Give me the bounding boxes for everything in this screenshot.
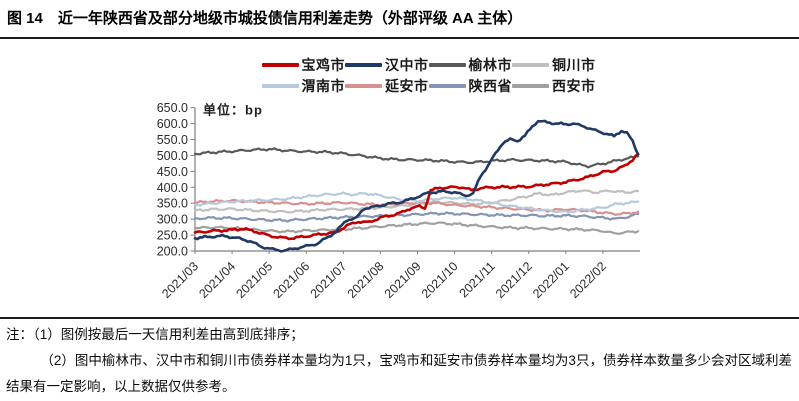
figure-title-text: 近一年陕西省及部分地级市城投债信用利差走势（外部评级 AA 主体） bbox=[57, 10, 523, 27]
y-tick-label: 450.0 bbox=[157, 165, 188, 179]
y-tick-label: 350.0 bbox=[157, 197, 188, 211]
chart-notes: 注：（1）图例按最后一天信用利差由高到底排序； （2）图中榆林市、汉中市和铜川市… bbox=[6, 322, 794, 400]
legend-item: 陕西省 bbox=[428, 76, 513, 96]
legend-line-swatch bbox=[261, 84, 299, 88]
legend-label: 榆林市 bbox=[468, 57, 512, 73]
legend-row-2: 渭南市 延安市 陕西省 西安市 bbox=[261, 76, 596, 96]
legend-label: 陕西省 bbox=[468, 78, 512, 94]
legend-label: 汉中市 bbox=[385, 57, 429, 73]
legend-line-swatch bbox=[428, 63, 466, 67]
legend-line-swatch bbox=[428, 84, 466, 88]
y-tick-label: 500.0 bbox=[157, 149, 188, 163]
series-line-渭南市 bbox=[193, 191, 640, 214]
legend-item: 汉中市 bbox=[345, 55, 429, 75]
series-line-汉中市 bbox=[193, 119, 640, 253]
series-line-陕西省 bbox=[193, 211, 640, 223]
x-tick-label: 2021/12 bbox=[493, 259, 535, 301]
figure-title: 图 14 近一年陕西省及部分地级市城投债信用利差走势（外部评级 AA 主体） bbox=[7, 7, 522, 28]
legend-item: 渭南市 bbox=[261, 76, 346, 96]
y-tick-label: 650.0 bbox=[157, 101, 188, 115]
legend-label: 延安市 bbox=[385, 78, 429, 94]
legend-line-swatch bbox=[261, 63, 299, 67]
legend-item: 铜川市 bbox=[512, 55, 596, 75]
x-tick-label: 2021/08 bbox=[345, 259, 387, 301]
legend-item: 延安市 bbox=[345, 76, 429, 96]
y-tick-label: 550.0 bbox=[157, 133, 188, 147]
legend-line-swatch bbox=[512, 84, 549, 88]
x-tick-label: 2021/11 bbox=[457, 259, 498, 300]
x-tick-label: 2022/01 bbox=[530, 259, 572, 301]
legend-label: 宝鸡市 bbox=[301, 57, 345, 73]
x-tick-label: 2021/06 bbox=[271, 259, 313, 301]
legend-line-swatch bbox=[345, 63, 382, 67]
title-divider bbox=[0, 37, 799, 39]
legend-line-swatch bbox=[345, 84, 382, 88]
legend-row-1: 宝鸡市 汉中市 榆林市 铜川市 bbox=[261, 55, 596, 75]
unit-label: 单位：bp bbox=[203, 103, 263, 118]
legend-item: 西安市 bbox=[512, 76, 596, 96]
note-1: 注：（1）图例按最后一天信用利差由高到底排序； bbox=[6, 327, 304, 342]
series-line-西安市 bbox=[193, 221, 640, 235]
x-tick-label: 2021/05 bbox=[233, 259, 275, 301]
legend-item: 宝鸡市 bbox=[261, 55, 346, 75]
x-tick-label: 2021/10 bbox=[419, 259, 461, 301]
x-tick-label: 2021/07 bbox=[308, 259, 350, 301]
series-line-宝鸡市 bbox=[193, 152, 640, 241]
y-tick-label: 300.0 bbox=[157, 213, 188, 227]
legend-label: 渭南市 bbox=[301, 78, 345, 94]
figure-number-label: 图 14 bbox=[7, 10, 43, 27]
note-2: （2）图中榆林市、汉中市和铜川市债券样本量均为1只，宝鸡市和延安市债券样本量均为… bbox=[6, 352, 792, 394]
spread-chart: 650.0 600.0 550.0 500.0 450.0 400.0 350.0 300.0… bbox=[157, 101, 640, 301]
x-tick-label: 2021/09 bbox=[382, 259, 424, 301]
legend-line-swatch bbox=[512, 63, 549, 67]
y-tick-label: 400.0 bbox=[157, 181, 188, 195]
chart-legend: 宝鸡市 汉中市 榆林市 铜川市 渭南市 延安市 陕西省 西安市 bbox=[58, 55, 799, 96]
x-tick-label: 2022/02 bbox=[567, 259, 609, 301]
y-tick-label: 200.0 bbox=[157, 244, 188, 258]
x-tick-label: 2021/04 bbox=[196, 259, 238, 301]
legend-item: 榆林市 bbox=[428, 55, 513, 75]
y-tick-label: 600.0 bbox=[157, 117, 188, 131]
legend-label: 西安市 bbox=[552, 78, 596, 94]
notes-divider bbox=[0, 317, 799, 319]
series-line-榆林市 bbox=[193, 147, 640, 169]
legend-label: 铜川市 bbox=[552, 57, 596, 73]
x-tick-label: 2021/03 bbox=[159, 259, 201, 301]
y-tick-label: 250.0 bbox=[157, 229, 188, 243]
